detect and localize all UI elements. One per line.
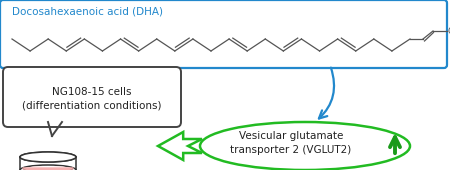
Ellipse shape [200, 122, 410, 170]
Text: Docosahexaenoic acid (DHA): Docosahexaenoic acid (DHA) [12, 6, 163, 16]
Polygon shape [48, 122, 62, 136]
Polygon shape [23, 168, 73, 170]
Text: NG108-15 cells
(differentiation conditions): NG108-15 cells (differentiation conditio… [22, 87, 162, 111]
Ellipse shape [20, 165, 76, 170]
Ellipse shape [22, 166, 74, 170]
Polygon shape [158, 132, 202, 160]
Text: OH: OH [448, 27, 450, 36]
Text: Vesicular glutamate
transporter 2 (VGLUT2): Vesicular glutamate transporter 2 (VGLUT… [230, 131, 351, 155]
FancyBboxPatch shape [0, 0, 447, 68]
Ellipse shape [20, 152, 76, 162]
Ellipse shape [22, 166, 74, 170]
FancyBboxPatch shape [3, 67, 181, 127]
Ellipse shape [20, 152, 76, 162]
